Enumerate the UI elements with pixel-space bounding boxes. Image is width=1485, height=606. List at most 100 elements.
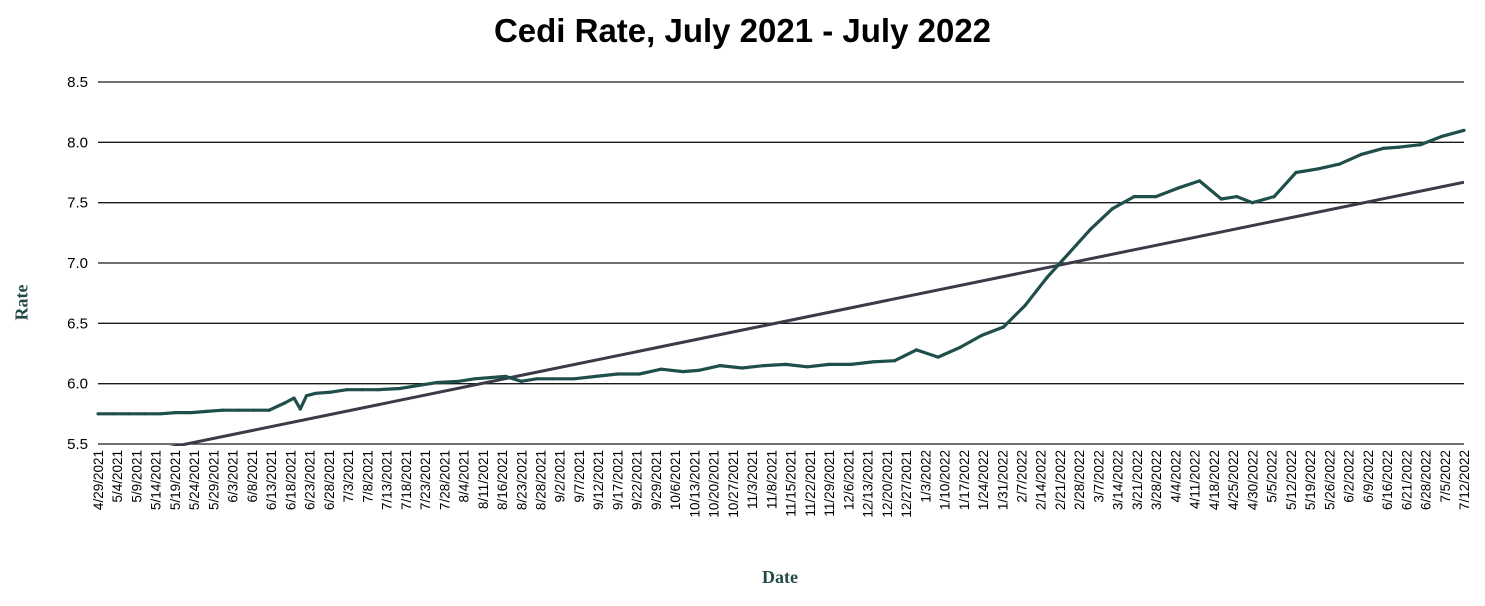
rate-data-point xyxy=(376,388,380,392)
x-tick-label: 12/20/2021 xyxy=(880,450,895,518)
rate-data-point xyxy=(1418,143,1422,147)
rate-data-point xyxy=(827,362,831,366)
x-tick-label: 3/28/2022 xyxy=(1149,450,1164,510)
rate-data-point xyxy=(420,383,424,387)
rate-data-point xyxy=(718,364,722,368)
x-tick-label: 2/14/2022 xyxy=(1034,450,1049,510)
x-tick-label: 3/14/2022 xyxy=(1111,450,1126,510)
rate-data-point xyxy=(1337,162,1342,166)
x-tick-label: 6/2/2022 xyxy=(1342,450,1357,503)
rate-data-point xyxy=(1381,146,1385,150)
x-tick-label: 5/14/2021 xyxy=(149,450,164,510)
x-tick-label: 1/17/2022 xyxy=(957,450,972,510)
rate-data-point xyxy=(1197,179,1202,183)
x-tick-label: 9/29/2021 xyxy=(649,450,664,510)
x-tick-label: 1/31/2022 xyxy=(995,450,1010,510)
rate-data-point xyxy=(488,376,492,380)
rate-data-point xyxy=(914,348,919,352)
rate-data-point xyxy=(893,359,897,363)
rate-data-point xyxy=(535,377,539,381)
rate-data-point xyxy=(314,391,318,395)
rate-data-point xyxy=(1219,197,1223,201)
y-tick-label: 6.5 xyxy=(67,315,88,332)
rate-data-point xyxy=(189,411,193,415)
y-tick-label: 7.0 xyxy=(67,255,88,272)
rate-series-line xyxy=(98,128,1465,416)
x-tick-label: 5/5/2022 xyxy=(1265,450,1280,503)
x-tick-label: 2/7/2022 xyxy=(1015,450,1030,503)
rate-data-point xyxy=(616,372,620,376)
x-tick-labels: 4/29/2021 5/4/2021 5/9/2021 5/14/2021 5/19/2… xyxy=(91,450,1472,518)
rate-data-point xyxy=(594,374,598,378)
x-tick-label: 1/24/2022 xyxy=(976,450,991,510)
rate-data-point xyxy=(143,412,147,416)
x-tick-label: 8/11/2021 xyxy=(476,450,491,509)
rate-data-point xyxy=(1397,145,1401,149)
x-tick-label: 9/17/2021 xyxy=(611,450,626,510)
rate-data-point xyxy=(435,380,439,385)
x-tick-label: 5/12/2022 xyxy=(1284,450,1299,510)
x-tick-label: 5/24/2021 xyxy=(187,450,202,510)
x-tick-label: 1/10/2022 xyxy=(938,450,953,510)
rate-data-point xyxy=(1023,303,1027,307)
rate-data-point xyxy=(398,386,402,391)
rate-data-point xyxy=(1045,275,1049,280)
trendline-layer xyxy=(169,180,1464,446)
x-tick-label: 6/13/2021 xyxy=(264,450,279,510)
x-tick-label: 4/11/2022 xyxy=(1188,450,1203,509)
x-tick-label: 4/4/2022 xyxy=(1168,450,1183,503)
x-tick-label: 6/16/2022 xyxy=(1380,450,1395,510)
x-tick-label: 11/22/2021 xyxy=(803,450,818,517)
rate-data-point xyxy=(457,379,461,383)
rate-data-point xyxy=(936,355,940,359)
rate-data-point xyxy=(1250,201,1254,205)
rate-data-point xyxy=(472,377,477,381)
x-tick-label: 5/19/2022 xyxy=(1303,450,1318,510)
x-tick-label: 6/28/2021 xyxy=(322,450,337,510)
rate-data-point xyxy=(696,368,701,372)
x-tick-label: 7/12/2022 xyxy=(1457,450,1472,510)
x-tick-label: 8/16/2021 xyxy=(495,450,510,510)
x-tick-label: 10/20/2021 xyxy=(707,450,722,518)
x-tick-label: 5/19/2021 xyxy=(168,450,183,510)
rate-data-point xyxy=(681,370,685,374)
x-tick-label: 12/27/2021 xyxy=(899,450,914,518)
x-tick-label: 7/3/2021 xyxy=(341,450,356,503)
rate-data-point xyxy=(740,366,744,370)
gridlines xyxy=(98,81,1464,445)
x-tick-label: 10/27/2021 xyxy=(726,450,741,518)
x-axis-title: Date xyxy=(762,567,798,587)
x-tick-label: 6/9/2022 xyxy=(1361,450,1376,503)
x-tick-label: 10/13/2021 xyxy=(687,450,702,518)
x-tick-label: 8/28/2021 xyxy=(534,450,549,510)
rate-data-point xyxy=(1359,152,1363,156)
x-tick-label: 3/7/2022 xyxy=(1092,450,1107,503)
series-layer xyxy=(96,128,1466,416)
rate-data-point xyxy=(659,367,663,371)
x-tick-label: 7/28/2021 xyxy=(437,450,452,510)
x-tick-label: 5/29/2021 xyxy=(206,450,221,510)
rate-data-point xyxy=(292,396,296,400)
rate-data-point xyxy=(1235,195,1239,199)
x-tick-label: 5/26/2022 xyxy=(1322,450,1337,510)
x-tick-label: 9/12/2021 xyxy=(591,450,606,510)
x-tick-label: 11/3/2021 xyxy=(745,450,760,509)
rate-data-point xyxy=(1132,195,1136,199)
x-tick-label: 11/15/2021 xyxy=(784,450,799,517)
rate-data-point xyxy=(784,362,788,366)
rate-data-point xyxy=(1272,195,1276,199)
rate-data-point xyxy=(220,408,225,412)
rate-data-point xyxy=(980,333,984,337)
rate-data-point xyxy=(112,412,116,416)
rate-data-point xyxy=(572,377,576,381)
x-tick-label: 6/8/2021 xyxy=(245,450,260,503)
x-tick-label: 6/28/2022 xyxy=(1419,450,1434,510)
x-tick-label: 4/18/2022 xyxy=(1207,450,1222,510)
rate-data-point xyxy=(1440,134,1444,138)
x-tick-label: 6/21/2022 xyxy=(1399,450,1414,510)
rate-data-point xyxy=(1089,227,1093,231)
x-tick-label: 9/22/2021 xyxy=(630,450,645,510)
y-tick-label: 8.0 xyxy=(67,134,88,151)
x-tick-label: 3/21/2022 xyxy=(1130,450,1145,510)
